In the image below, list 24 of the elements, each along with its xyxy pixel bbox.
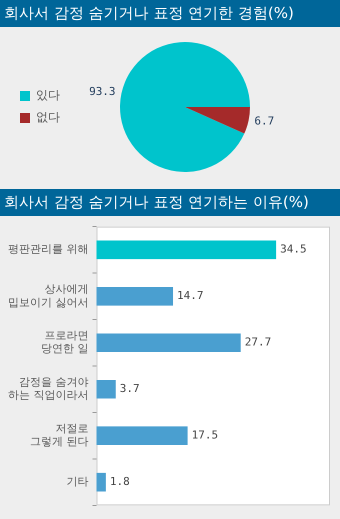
data-label: 17.5 xyxy=(192,428,218,442)
bar xyxy=(96,287,174,306)
bar xyxy=(96,472,106,492)
bar xyxy=(96,333,241,352)
legend-label: 있다 xyxy=(36,88,60,102)
bar xyxy=(96,426,188,445)
y-tick-label: 평판관리를 위해 xyxy=(8,242,88,256)
chart-title: 회사서 감정 숨기거나 표정 연기한 경험(%) xyxy=(0,0,340,27)
data-label: 1.8 xyxy=(110,475,130,488)
legend-label: 없다 xyxy=(36,110,60,124)
y-tick-label: 저절로 그렇게 된다 xyxy=(30,422,88,448)
data-label: 6.7 xyxy=(254,114,274,128)
data-label: 27.7 xyxy=(244,336,272,349)
y-tick-label: 감정을 숨겨야 하는 직업이라서 xyxy=(8,375,88,402)
y-tick-label: 기타 xyxy=(66,475,88,488)
y-tick-label: 프로라면 당연한 일 xyxy=(40,329,88,356)
data-label: 93.3 xyxy=(89,85,116,98)
bar xyxy=(96,240,276,260)
bar xyxy=(96,380,116,399)
data-label: 14.7 xyxy=(177,289,204,302)
chart-title: 회사서 감정 숨기거나 표정 연기하는 이유(%) xyxy=(0,189,340,216)
data-label: 34.5 xyxy=(280,242,307,256)
data-label: 3.7 xyxy=(120,382,140,396)
y-tick-label: 상사에게 밉보이기 싫어서 xyxy=(8,282,88,309)
